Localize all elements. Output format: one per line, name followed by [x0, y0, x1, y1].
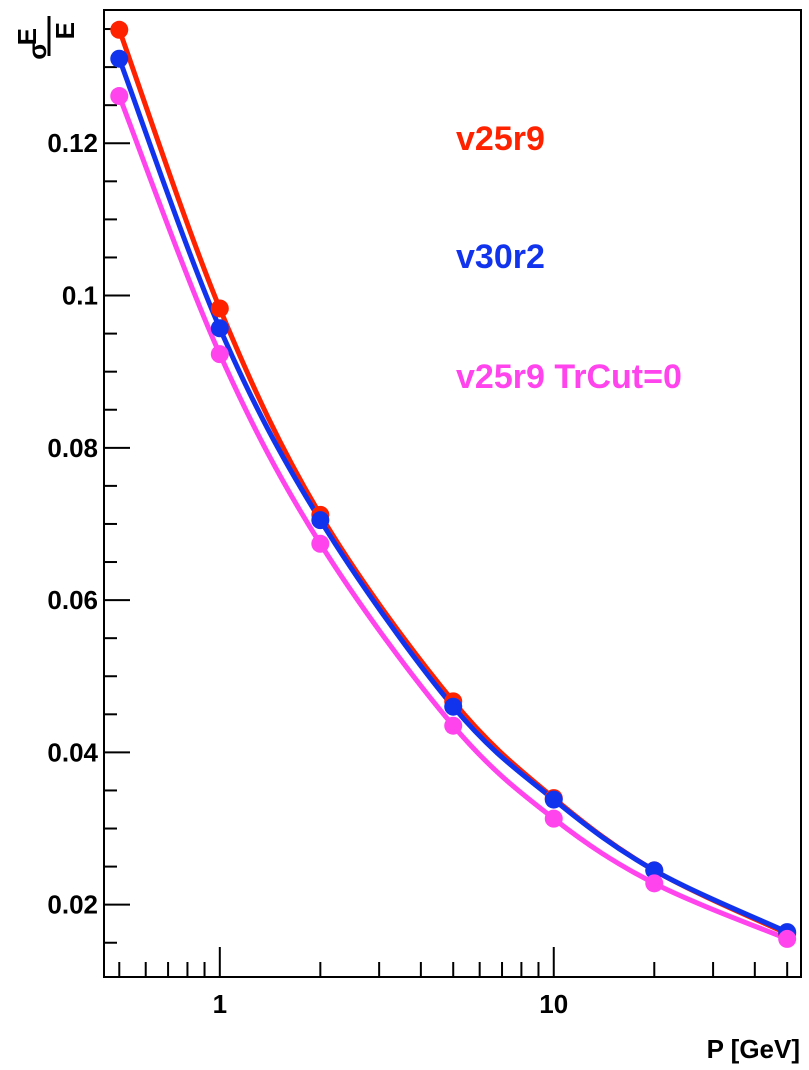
data-point-series-3 [311, 534, 330, 553]
data-point-series-3 [110, 87, 129, 106]
data-point-series-1 [110, 20, 129, 39]
y-tick-label: 0.02 [47, 890, 98, 920]
y-axis-title-subscript: E [12, 28, 42, 45]
data-point-series-2 [645, 861, 664, 880]
plot-frame [103, 9, 802, 978]
data-point-series-2 [210, 319, 229, 338]
data-point-series-2 [544, 790, 563, 809]
x-tick-label: 1 [213, 989, 227, 1019]
series-line-1 [116, 28, 789, 936]
y-axis-ticks: 0.02 0.04 0.06 0.08 0.1 0.12 [47, 28, 130, 944]
x-axis-ticks: 1 10 [118, 947, 789, 1019]
data-point-series-3 [778, 929, 797, 948]
data-point-series-2 [311, 511, 330, 530]
data-point-series-1 [210, 299, 229, 318]
y-tick-label: 0.08 [47, 433, 98, 463]
y-axis-title: σ E E [12, 16, 80, 60]
data-point-series-2 [110, 49, 129, 68]
data-point-series-3 [544, 809, 563, 828]
y-tick-label: 0.04 [47, 737, 98, 767]
y-axis-title-denominator: E [50, 22, 80, 39]
y-axis-title-symbol: σ [22, 42, 52, 60]
data-point-series-3 [444, 716, 463, 735]
legend-entry-3: v25r9 TrCut=0 [456, 358, 682, 396]
x-axis-title: P [GeV] [707, 1034, 800, 1064]
series-points [110, 20, 797, 948]
data-point-series-3 [645, 874, 664, 893]
x-tick-label: 10 [539, 989, 568, 1019]
series-line-3 [116, 95, 789, 942]
y-tick-label: 0.06 [47, 585, 98, 615]
legend-entry-2: v30r2 [456, 238, 545, 276]
data-point-series-3 [210, 345, 229, 364]
series-line-2 [116, 57, 789, 935]
y-tick-label: 0.12 [47, 128, 98, 158]
legend-entry-1: v25r9 [456, 120, 545, 158]
series-curves [116, 28, 789, 942]
y-tick-label: 0.1 [62, 281, 98, 311]
data-point-series-2 [444, 697, 463, 716]
legend: v25r9 v30r2 v25r9 TrCut=0 [456, 120, 682, 396]
